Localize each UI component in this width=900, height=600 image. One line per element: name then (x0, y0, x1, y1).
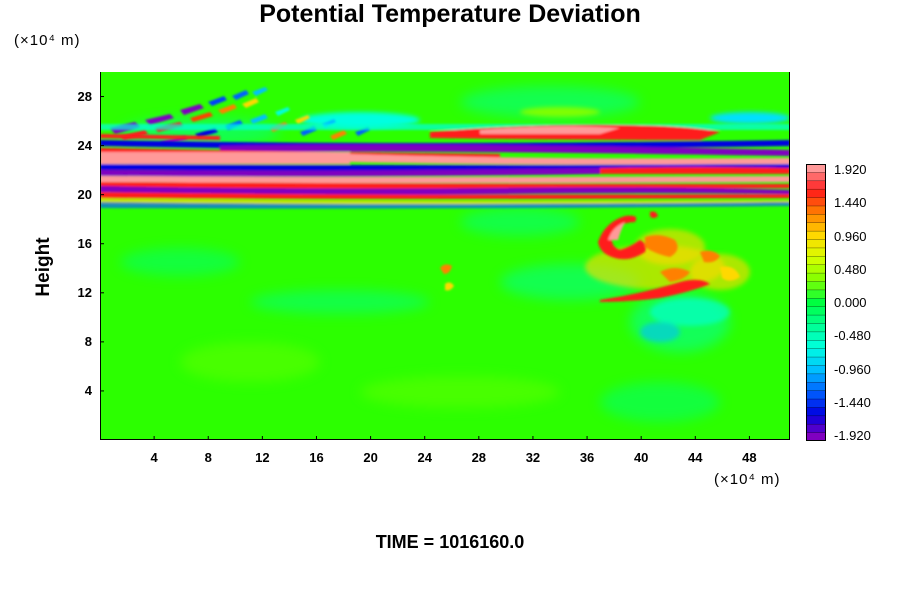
colorbar-cell (806, 214, 826, 224)
colorbar-tick-label: -1.920 (834, 428, 871, 443)
colorbar-cell (806, 180, 826, 190)
colorbar-tick-label: 1.920 (834, 162, 867, 177)
colorbar-cell (806, 323, 826, 333)
colorbar-cell (806, 172, 826, 182)
x-tick-label: 32 (525, 450, 541, 465)
chart-title: Potential Temperature Deviation (259, 0, 641, 28)
colorbar (806, 164, 826, 441)
colorbar-cell (806, 205, 826, 215)
y-axis-label: Height (33, 237, 54, 297)
colorbar-cell (806, 164, 826, 173)
colorbar-tick-label: 0.480 (834, 261, 867, 277)
y-tick-label: 20 (77, 186, 92, 202)
x-tick-label: 48 (742, 450, 757, 465)
y-tick-label: 24 (77, 137, 92, 153)
colorbar-cell (806, 365, 826, 375)
y-axis-unit: (×10⁴ m) (14, 32, 81, 49)
y-tick-label: 4 (84, 382, 92, 398)
colorbar-tick-label: -0.480 (834, 328, 871, 344)
x-tick-label: 28 (471, 450, 487, 465)
colorbar-cell (806, 432, 826, 441)
colorbar-cell (806, 407, 826, 417)
time-label: TIME = 1016160.0 (375, 532, 525, 552)
colorbar-tick-label: 1.440 (834, 195, 867, 211)
y-tick-marks (100, 96, 104, 392)
colorbar-cell (806, 256, 826, 266)
colorbar-cell (806, 281, 826, 291)
y-tick-label: 28 (77, 88, 92, 104)
heatmap-field (100, 72, 790, 440)
colorbar-cell (806, 306, 826, 316)
colorbar-cell (806, 315, 826, 324)
y-tick-label: 8 (84, 333, 92, 349)
colorbar-cell (806, 222, 826, 232)
colorbar-cell (806, 348, 826, 358)
colorbar-cell (806, 331, 826, 341)
x-tick-label: 20 (363, 450, 378, 465)
y-tick-label: 12 (77, 284, 92, 300)
colorbar-cell (806, 340, 826, 350)
colorbar-cell (806, 382, 826, 392)
colorbar-cell (806, 390, 826, 400)
x-tick-label: 12 (255, 450, 270, 465)
positive-anomaly (440, 211, 750, 342)
colorbar-tick-label: 0.000 (834, 295, 867, 310)
colorbar-cell (806, 373, 826, 383)
colorbar-cell (806, 197, 826, 207)
colorbar-cell (806, 415, 826, 425)
colorbar-cell (806, 264, 826, 274)
colorbar-tick-label: 0.960 (834, 228, 867, 244)
x-axis-unit: (×10⁴ m) (714, 471, 781, 488)
x-tick-marks (153, 436, 750, 440)
colorbar-cell (806, 273, 826, 283)
colorbar-cell (806, 357, 826, 366)
colorbar-tick-label: -0.960 (834, 361, 871, 377)
x-tick-label: 24 (417, 450, 432, 465)
colorbar-cell (806, 247, 826, 257)
x-tick-label: 16 (309, 450, 324, 465)
colorbar-cell (806, 424, 826, 434)
x-tick-label: 44 (688, 450, 703, 465)
colorbar-cell (806, 289, 826, 299)
colorbar-cell (806, 231, 826, 241)
x-tick-label: 4 (150, 450, 158, 465)
colorbar-cell (806, 298, 826, 308)
heatmap-plot (100, 72, 790, 440)
x-tick-label: 40 (633, 450, 649, 465)
colorbar-cell (806, 239, 826, 249)
colorbar-tick-label: -1.440 (834, 394, 871, 410)
x-tick-label: 36 (579, 450, 595, 465)
x-tick-label: 8 (204, 450, 212, 465)
colorbar-cell (806, 189, 826, 199)
colorbar-cell (806, 399, 826, 408)
y-tick-label: 16 (77, 235, 92, 251)
band-layers (100, 124, 790, 209)
